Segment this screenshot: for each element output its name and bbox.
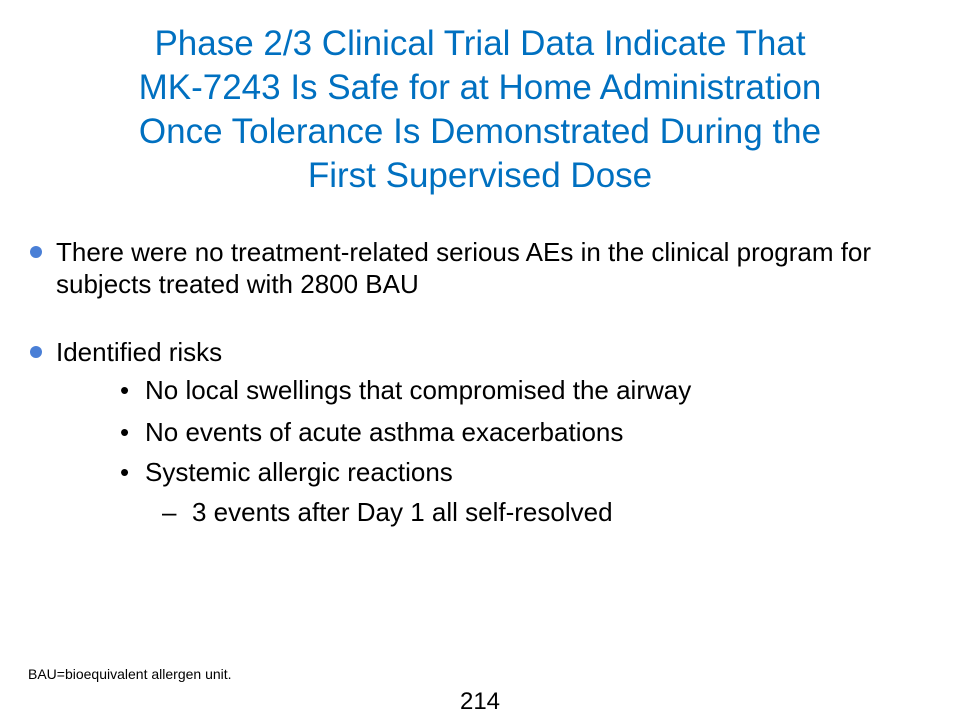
bullet-text: Identified risks [56,337,223,367]
bullet-dot-icon [30,246,42,258]
bullet-item-serious-aes: There were no treatment-related serious … [30,236,930,300]
sub-sub-bullet-events-day-1: – 3 events after Day 1 all self-resolved [162,496,613,528]
sub-bullet-local-swellings: • No local swellings that compromised th… [120,374,691,406]
sub-bullet-text: No events of acute asthma exacerbations [145,417,624,447]
sub-bullet-marker: • [120,375,130,405]
sub-bullet-marker: • [120,417,130,447]
bullet-text: There were no treatment-related serious … [56,237,872,299]
sub-sub-bullet-text: 3 events after Day 1 all self-resolved [192,497,613,527]
sub-bullet-text: No local swellings that compromised the … [145,375,692,405]
dash-marker: – [162,497,177,527]
sub-bullet-text: Systemic allergic reactions [145,457,453,487]
title-line-1: Phase 2/3 Clinical Trial Data Indicate T… [154,24,806,63]
sub-bullet-asthma-exacerbations: • No events of acute asthma exacerbation… [120,416,623,448]
slide-title: Phase 2/3 Clinical Trial Data Indicate T… [40,22,920,198]
title-line-4: First Supervised Dose [307,156,653,195]
title-line-3: Once Tolerance Is Demonstrated During th… [138,112,822,151]
page-number: 214 [459,688,501,715]
bullet-item-identified-risks: Identified risks [30,336,930,368]
sub-bullet-marker: • [120,457,130,487]
title-line-2: MK-7243 Is Safe for at Home Administrati… [138,68,822,107]
footnote: BAU=bioequivalent allergen unit. [28,666,232,682]
sub-bullet-systemic-reactions: • Systemic allergic reactions [120,456,453,488]
bullet-dot-icon [30,346,42,358]
